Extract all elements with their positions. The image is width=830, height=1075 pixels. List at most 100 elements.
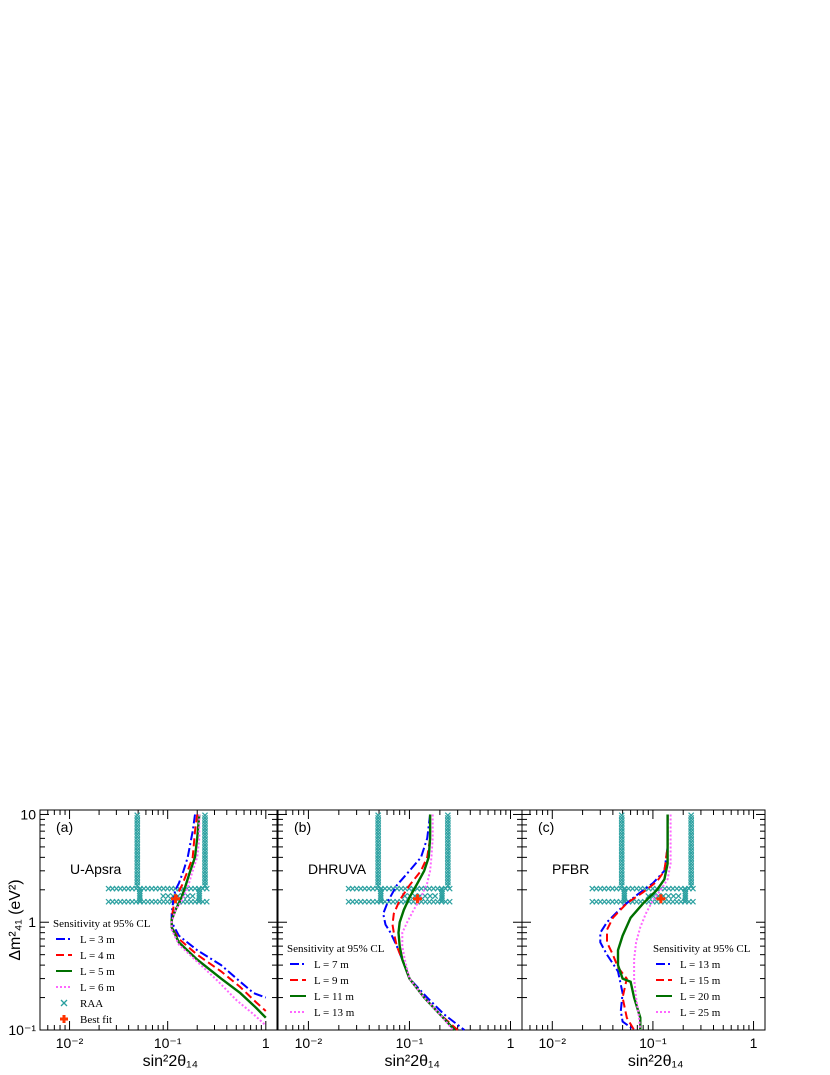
legend-entry-label: L = 5 m (80, 966, 115, 978)
x-tick-label: 10⁻¹ (639, 1035, 667, 1051)
raa-marker (375, 812, 382, 819)
plot-layer: 10⁻² 10⁻¹ 1 10⁻¹ 1 10 (a) U-Apsra Sensitivity at… (8, 806, 766, 1070)
series-line-1 (606, 814, 669, 1031)
panel-tag: (b) (294, 819, 311, 835)
raa-marker (618, 812, 625, 819)
x-tick-label: 10⁻¹ (154, 1035, 182, 1051)
raa-marker (160, 893, 167, 900)
raa-marker-stroke (444, 812, 451, 819)
legend: Sensitivity at 95% CL L = 13 m L = 15 m L =… (653, 943, 751, 1019)
x-tick-label: 1 (262, 1035, 270, 1051)
series-line-3 (170, 814, 267, 1027)
raa-marker (446, 885, 453, 892)
raa-marker (427, 893, 434, 900)
legend-best-fit-bar (62, 1015, 66, 1023)
series-line-2 (616, 814, 669, 1030)
best-fit-marker (170, 894, 180, 904)
raa-marker-stroke (134, 812, 141, 819)
panel-0: 10⁻² 10⁻¹ 1 10⁻¹ 1 10 (a) U-Apsra Sensitivity at… (8, 806, 278, 1070)
legend: Sensitivity at 95% CL L = 3 m L = 4 m L = 5… (53, 918, 151, 1026)
raa-marker-stroke (203, 885, 210, 892)
legend-entry-label: L = 9 m (314, 975, 349, 987)
raa-marker-stroke (201, 812, 209, 819)
raa-marker-stroke (618, 812, 625, 819)
panel-tag: (c) (538, 819, 554, 835)
legend-entry-label: L = 7 m (314, 959, 349, 971)
raa-markers (589, 812, 696, 905)
series-line-3 (633, 814, 672, 1031)
series-line-0 (599, 814, 669, 1031)
x-tick-label: 10⁻² (295, 1035, 323, 1051)
x-axis-title: sin²2θ₁₄ (384, 1053, 440, 1070)
x-tick-label: 10⁻² (56, 1035, 84, 1051)
legend-entry-label: L = 15 m (680, 975, 721, 987)
raa-marker-stroke (446, 898, 453, 905)
panel-1: 10⁻² 10⁻¹ 1 (b) DHRUVA Sensitivity at 95% CL L… (277, 809, 523, 1070)
best-fit-marker (656, 894, 666, 904)
raa-marker-stroke (165, 893, 172, 900)
raa-marker-stroke (203, 898, 210, 905)
x-tick-label: 10⁻¹ (396, 1035, 424, 1051)
raa-marker-stroke (689, 885, 696, 892)
panel-name: DHRUVA (308, 861, 367, 877)
raa-marker (165, 893, 172, 900)
y-tick-label: 10⁻¹ (8, 1022, 36, 1038)
series-line-2 (397, 814, 456, 1031)
raa-marker-stroke (427, 893, 434, 900)
legend-entry-label: L = 25 m (680, 1007, 721, 1019)
raa-marker-stroke (422, 893, 429, 900)
raa-marker-stroke (689, 898, 696, 905)
legend-entry-label: L = 13 m (680, 959, 721, 971)
series-line-0 (382, 814, 466, 1031)
panel-name: U-Apsra (70, 861, 122, 877)
legend-entry-label: Best fit (80, 1014, 112, 1026)
raa-marker-stroke (675, 893, 682, 900)
raa-marker (689, 885, 696, 892)
raa-markers (345, 812, 453, 905)
legend-raa-swatch (60, 999, 68, 1007)
raa-marker (675, 893, 682, 900)
raa-marker-stroke (446, 885, 453, 892)
x-tick-label: 1 (750, 1035, 758, 1051)
raa-marker (203, 898, 210, 905)
legend-entry-label: RAA (80, 998, 103, 1010)
legend-entry-label: L = 13 m (314, 1007, 355, 1019)
raa-marker-stroke (650, 893, 657, 900)
panel-name: PFBR (552, 861, 589, 877)
raa-marker (689, 898, 696, 905)
x-tick-label: 10⁻² (538, 1035, 566, 1051)
raa-marker (446, 898, 453, 905)
raa-marker-stroke (665, 893, 672, 900)
raa-marker (665, 893, 672, 900)
raa-marker-stroke (670, 893, 677, 900)
raa-marker (203, 885, 210, 892)
y-tick-label: 10 (20, 806, 36, 822)
x-axis-title: sin²2θ₁₄ (143, 1053, 199, 1070)
legend-entry-label: L = 4 m (80, 950, 115, 962)
raa-marker (134, 812, 141, 819)
legend-entry-label: L = 11 m (314, 991, 354, 1003)
panel-tag: (a) (56, 819, 73, 835)
raa-marker-stroke (432, 893, 439, 900)
legend-best-fit-swatch (60, 1015, 68, 1023)
best-fit-bar (173, 894, 177, 904)
legend-title: Sensitivity at 95% CL (53, 918, 151, 930)
raa-marker-stroke (189, 893, 196, 900)
raa-marker (444, 812, 451, 819)
legend-entry-label: L = 20 m (680, 991, 721, 1003)
legend-entry-label: L = 3 m (80, 934, 115, 946)
raa-marker-stroke (160, 893, 167, 900)
raa-marker-stroke (401, 893, 408, 900)
raa-marker-stroke (688, 812, 695, 819)
best-fit-marker (412, 894, 422, 904)
series-line-3 (401, 814, 454, 1031)
y-axis-title: Δm²₄₁ (eV²) (7, 879, 24, 960)
legend-title: Sensitivity at 95% CL (653, 943, 751, 955)
raa-marker-stroke (184, 893, 191, 900)
raa-marker-stroke (375, 812, 382, 819)
legend-title: Sensitivity at 95% CL (287, 943, 385, 955)
raa-marker (688, 812, 695, 819)
y-tick-label: 1 (28, 914, 36, 930)
